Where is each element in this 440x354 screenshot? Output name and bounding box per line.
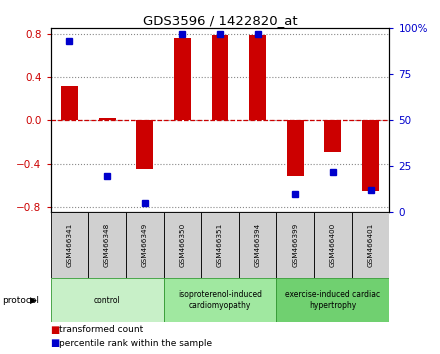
Text: ■: ■ xyxy=(51,325,60,335)
Text: protocol: protocol xyxy=(2,296,39,304)
Bar xyxy=(174,38,191,120)
Text: GSM466350: GSM466350 xyxy=(180,223,185,267)
Bar xyxy=(164,278,276,322)
Bar xyxy=(324,120,341,152)
Text: ■: ■ xyxy=(51,338,60,348)
Bar xyxy=(164,212,201,278)
Bar xyxy=(239,212,276,278)
Text: GSM466401: GSM466401 xyxy=(367,223,374,267)
Bar xyxy=(352,212,389,278)
Bar xyxy=(276,212,314,278)
Title: GDS3596 / 1422820_at: GDS3596 / 1422820_at xyxy=(143,14,297,27)
Bar xyxy=(61,86,78,120)
Text: exercise-induced cardiac
hypertrophy: exercise-induced cardiac hypertrophy xyxy=(286,290,381,310)
Bar xyxy=(88,212,126,278)
Bar xyxy=(99,118,116,120)
Bar xyxy=(51,278,164,322)
Bar xyxy=(126,212,164,278)
Text: transformed count: transformed count xyxy=(59,325,143,335)
Bar xyxy=(276,278,389,322)
Bar xyxy=(287,120,304,176)
Text: GSM466349: GSM466349 xyxy=(142,223,148,267)
Text: ▶: ▶ xyxy=(30,296,37,304)
Bar xyxy=(362,120,379,191)
Text: GSM466399: GSM466399 xyxy=(292,223,298,267)
Text: control: control xyxy=(94,296,121,304)
Text: percentile rank within the sample: percentile rank within the sample xyxy=(59,339,213,348)
Text: isoproterenol-induced
cardiomyopathy: isoproterenol-induced cardiomyopathy xyxy=(178,290,262,310)
Bar xyxy=(136,120,153,169)
Text: GSM466348: GSM466348 xyxy=(104,223,110,267)
Bar xyxy=(51,212,88,278)
Text: GSM466351: GSM466351 xyxy=(217,223,223,267)
Text: GSM466394: GSM466394 xyxy=(255,223,260,267)
Text: GSM466341: GSM466341 xyxy=(66,223,73,267)
Bar xyxy=(314,212,352,278)
Bar xyxy=(212,35,228,120)
Text: GSM466400: GSM466400 xyxy=(330,223,336,267)
Bar xyxy=(249,35,266,120)
Bar xyxy=(201,212,239,278)
